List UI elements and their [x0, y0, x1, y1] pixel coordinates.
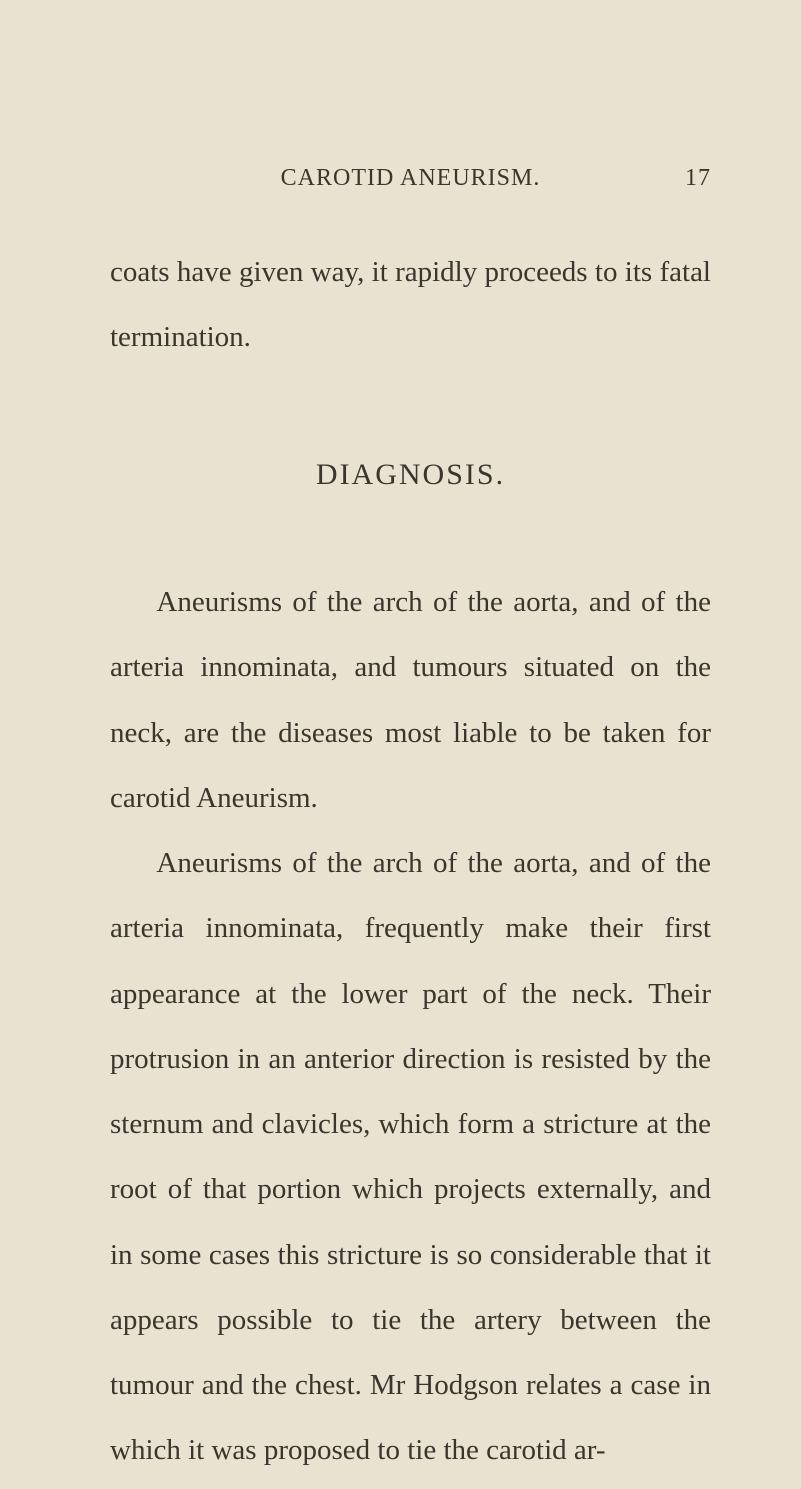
running-title: CAROTID ANEURISM.	[160, 165, 661, 192]
section-heading: DIAGNOSIS.	[110, 441, 711, 509]
body-text: coats have given way, it rapidly proceed…	[110, 240, 711, 1489]
scanned-page: CAROTID ANEURISM. 17 coats have given wa…	[0, 0, 801, 1489]
body-paragraph: Aneurisms of the arch of the aorta, and …	[110, 831, 711, 1484]
page-number: 17	[661, 165, 711, 192]
body-paragraph: Aneurisms of the arch of the aorta, and …	[110, 570, 711, 831]
continuation-paragraph: coats have given way, it rapidly proceed…	[110, 240, 711, 371]
running-head: CAROTID ANEURISM. 17	[110, 165, 711, 192]
